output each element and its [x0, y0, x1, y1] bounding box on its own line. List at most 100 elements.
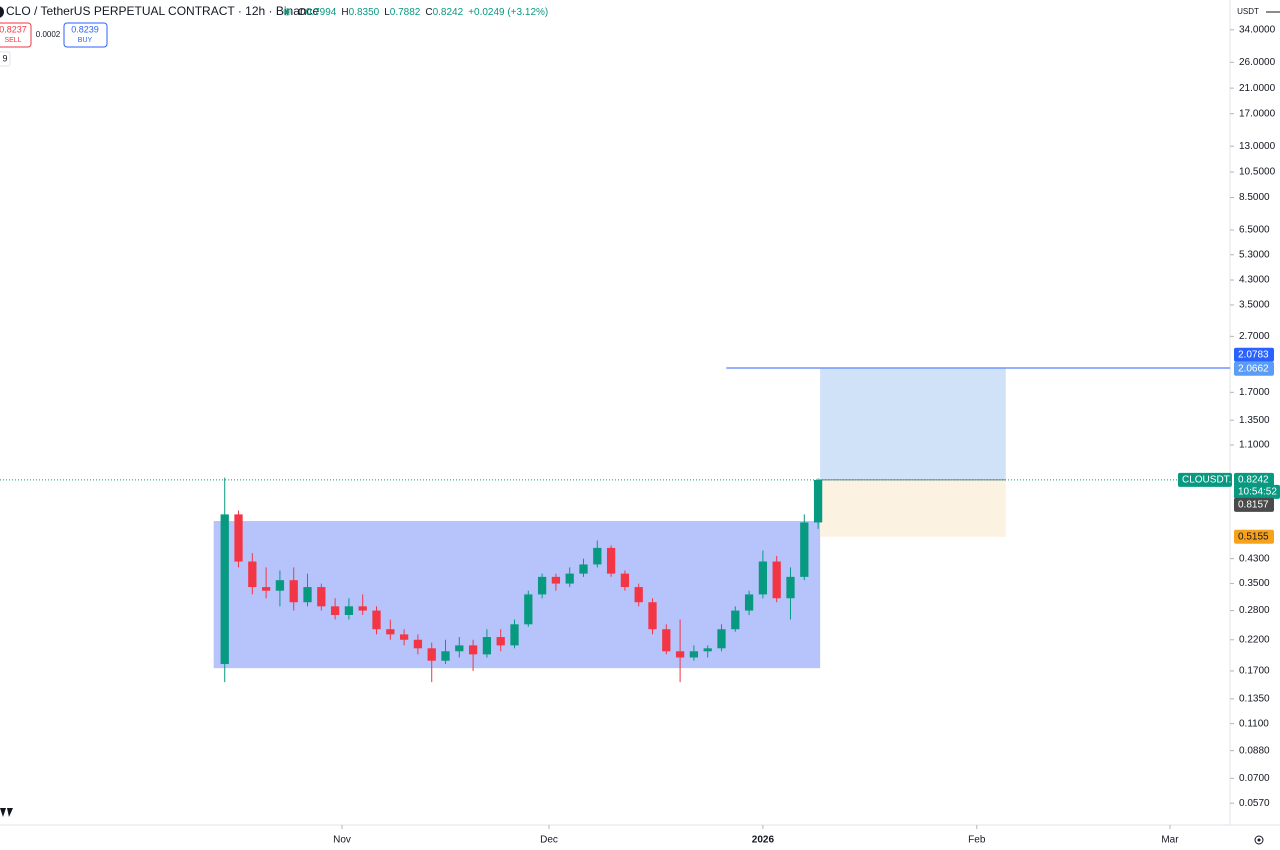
y-tick-label: 0.3500: [1239, 578, 1270, 589]
y-tick-label: 34.0000: [1239, 24, 1276, 35]
candle-body: [772, 561, 781, 599]
y-tick-label: 1.7000: [1239, 387, 1270, 398]
last-price-label-box: [1234, 472, 1274, 487]
candle-body: [510, 624, 519, 646]
candle-body: [731, 610, 740, 630]
candle-body: [372, 610, 381, 630]
y-tick-label: 0.2200: [1239, 634, 1270, 645]
sell-button[interactable]: [0, 22, 32, 48]
candle-body: [786, 576, 795, 599]
ray-price-label-box: [1234, 347, 1274, 362]
candle-body: [675, 651, 685, 658]
candle-body: [648, 602, 657, 630]
candle-body: [303, 587, 312, 603]
y-tick-label: 6.5000: [1239, 225, 1270, 236]
y-tick-label: 0.2800: [1239, 605, 1270, 616]
ray-price-label: 2.0783: [1234, 347, 1274, 362]
candle-body: [441, 651, 450, 661]
symbol-label-text: CLOUSDT.P: [1182, 475, 1238, 486]
target-price-label-text: 2.0662: [1238, 363, 1269, 374]
indicator-count: 9: [2, 53, 7, 63]
stop-price-label-text: 0.5155: [1238, 531, 1269, 542]
candle-body: [662, 629, 671, 652]
candle-body: [758, 561, 768, 595]
candle-body: [427, 648, 436, 661]
last-price-label-text: 0.8242: [1238, 475, 1269, 486]
y-tick-label: 0.1700: [1239, 666, 1270, 677]
candle-body: [689, 651, 699, 658]
marker-price-label-box: [1234, 497, 1274, 512]
stop-price-label: 0.5155: [1234, 529, 1274, 544]
candle-body: [261, 587, 271, 591]
candle-body: [399, 634, 409, 640]
marker-price-label-text: 0.8157: [1238, 500, 1269, 511]
ohlc-value: 0.8242: [433, 7, 464, 18]
y-tick-label: 4.3000: [1239, 275, 1270, 286]
marker-price-label: 0.8157: [1234, 497, 1274, 512]
y-tick-label: 26.0000: [1239, 57, 1276, 68]
y-tick-label: 1.3500: [1239, 415, 1270, 426]
y-tick-label: 0.4300: [1239, 553, 1270, 564]
candle-body: [800, 522, 809, 577]
candle-body: [551, 576, 561, 584]
position-target-zone: [820, 368, 1006, 480]
y-tick-label: 0.0570: [1239, 798, 1270, 809]
buy-button[interactable]: [63, 22, 108, 48]
candle-body: [358, 606, 367, 611]
ohlc-change: +0.0249 (+3.12%): [468, 7, 548, 18]
status-dot: [285, 10, 289, 14]
candle-body: [717, 629, 726, 649]
candle-body: [468, 645, 478, 655]
settings-icon[interactable]: [1254, 835, 1264, 845]
y-tick-label: 0.1100: [1239, 718, 1269, 729]
ray-price-label-text: 2.0783: [1238, 349, 1269, 360]
y-tick-label: 3.5000: [1239, 300, 1270, 311]
spread: 0.0002: [36, 30, 61, 39]
candle-body: [524, 594, 533, 625]
candle-body: [344, 606, 354, 615]
y-tick-label: 0.1350: [1239, 693, 1270, 704]
symbol-label-box: [1178, 472, 1232, 487]
countdown-label: 10:54:52: [1234, 484, 1280, 499]
candle-body: [620, 573, 630, 588]
candle-body: [220, 514, 229, 665]
settings-icon: [1257, 838, 1261, 842]
candle-body: [593, 547, 602, 565]
x-tick-label: Feb: [968, 835, 986, 846]
y-tick-label: 5.3000: [1239, 249, 1270, 260]
x-tick-label: Dec: [540, 835, 558, 846]
indicators-toggle[interactable]: [0, 51, 11, 67]
sell-price: 0.8237: [0, 24, 27, 34]
x-tick-label: Mar: [1161, 835, 1179, 846]
header: CLO / TetherUS PERPETUAL CONTRACT · 12h …: [0, 4, 1280, 845]
symbol-icon: [0, 6, 4, 18]
y-tick-label: 2.7000: [1239, 331, 1270, 342]
candle-body: [482, 637, 492, 655]
ohlc-key: C: [425, 7, 432, 18]
countdown-label-text: 10:54:52: [1238, 487, 1277, 498]
candle-body: [634, 587, 643, 603]
countdown-label-box: [1234, 484, 1280, 499]
sell-label: SELL: [4, 37, 21, 44]
y-tick-label: 0.0700: [1239, 773, 1270, 784]
candle-body: [537, 576, 547, 595]
ohlc-value: 0.7882: [390, 7, 421, 18]
candle-body: [744, 594, 754, 611]
candle-body: [234, 514, 243, 562]
currency[interactable]: USDT: [1237, 7, 1259, 16]
symbol-title[interactable]: CLO / TetherUS PERPETUAL CONTRACT · 12h …: [6, 4, 320, 18]
candle-body: [317, 587, 326, 607]
stop-price-label-box: [1234, 529, 1274, 544]
candle-body: [496, 637, 505, 646]
last-price-label: 0.8242: [1234, 472, 1274, 487]
logo: [0, 808, 13, 817]
x-tick-label: 2026: [752, 835, 775, 846]
candle-body: [413, 639, 423, 649]
ohlc-key: H: [341, 7, 348, 18]
ohlc-legend: O0.7994 H0.8350 L0.7882 C0.8242 +0.0249 (+3.…: [298, 7, 548, 18]
candle-body: [579, 564, 588, 574]
candle-body: [813, 479, 823, 523]
target-price-label: 2.0662: [1234, 361, 1274, 376]
y-tick-label: 17.0000: [1239, 108, 1276, 119]
